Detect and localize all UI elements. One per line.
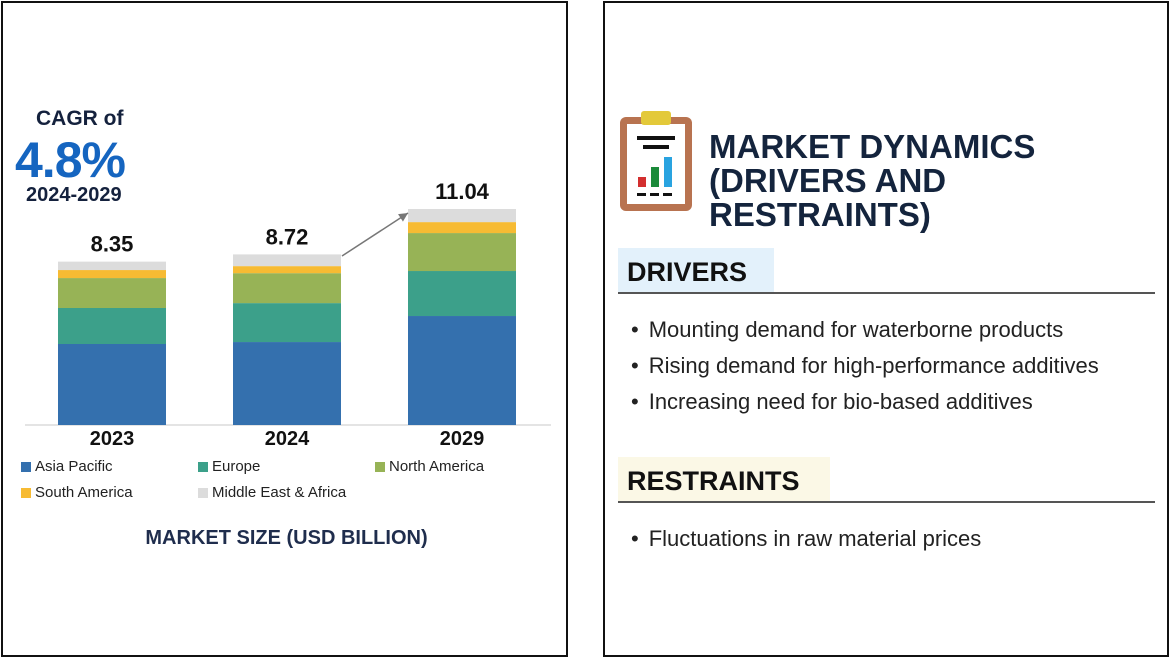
drivers-divider	[618, 292, 1155, 294]
legend-swatch	[198, 461, 208, 472]
bar-segment-north-america	[233, 273, 341, 304]
driver-item: Mounting demand for waterborne products	[631, 317, 1064, 343]
stacked-bar-chart: 8.35 2023 8.72 2024 11.04 2029	[25, 179, 551, 450]
driver-item: Rising demand for high-performance addit…	[631, 353, 1099, 379]
bar-segment-asia-pacific	[233, 342, 341, 425]
bar-segment-europe	[58, 308, 166, 344]
growth-arrow	[341, 212, 409, 257]
bar-segment-south-america	[408, 222, 516, 234]
restraints-heading: RESTRAINTS	[618, 457, 830, 501]
legend-swatch	[21, 487, 31, 498]
legend-label: Europe	[212, 458, 261, 475]
bar-segment-middle-east-africa	[58, 261, 166, 271]
legend-item: South America	[21, 484, 133, 501]
legend-swatch	[375, 461, 385, 472]
x-tick-label: 2023	[90, 428, 135, 450]
bar-segment-europe	[408, 271, 516, 317]
legend-swatch	[198, 487, 208, 498]
total-label: 8.35	[91, 232, 134, 257]
legend-item: Middle East & Africa	[198, 484, 346, 501]
bar-segment-europe	[233, 303, 341, 343]
bar-segment-middle-east-africa	[233, 254, 341, 267]
x-tick-label: 2024	[265, 428, 310, 450]
drivers-heading: DRIVERS	[618, 248, 774, 292]
restraint-item: Fluctuations in raw material prices	[631, 526, 982, 552]
page-title: MARKET DYNAMICS (DRIVERS AND RESTRAINTS)	[709, 130, 1167, 232]
legend-item: Asia Pacific	[21, 458, 113, 475]
cagr-period: 2024-2029	[26, 184, 122, 206]
x-tick-label: 2029	[440, 428, 485, 450]
bar-segment-asia-pacific	[408, 316, 516, 425]
bar-segment-north-america	[58, 278, 166, 308]
market-dynamics-panel: MARKET DYNAMICS (DRIVERS AND RESTRAINTS)…	[603, 1, 1169, 657]
legend-swatch	[21, 461, 31, 472]
legend-label: North America	[389, 458, 485, 475]
legend-item: Europe	[198, 458, 260, 475]
driver-item: Increasing need for bio-based additives	[631, 389, 1033, 415]
restraints-divider	[618, 501, 1155, 503]
legend-item: North America	[375, 458, 484, 475]
bar-segment-south-america	[233, 266, 341, 274]
total-label: 11.04	[435, 179, 490, 204]
bar-segment-middle-east-africa	[408, 209, 516, 223]
legend-label: Middle East & Africa	[212, 484, 347, 501]
bar-segment-north-america	[408, 233, 516, 272]
total-label: 8.72	[266, 224, 309, 249]
legend-label: South America	[35, 484, 133, 501]
cagr-value: 4.8%	[15, 132, 126, 188]
x-axis-title: MARKET SIZE (USD BILLION)	[145, 527, 428, 549]
market-size-panel: CAGR of 4.8% 2024-2029 8.35 2023 8.72 2024 1…	[1, 1, 568, 657]
title-line-1: MARKET DYNAMICS	[709, 128, 1036, 165]
legend-label: Asia Pacific	[35, 458, 113, 475]
clipboard-chart-icon	[620, 111, 692, 211]
cagr-label: CAGR of	[36, 107, 124, 130]
title-line-2: (DRIVERS AND RESTRAINTS)	[709, 162, 947, 233]
bar-segment-south-america	[58, 270, 166, 279]
bar-segment-asia-pacific	[58, 344, 166, 425]
